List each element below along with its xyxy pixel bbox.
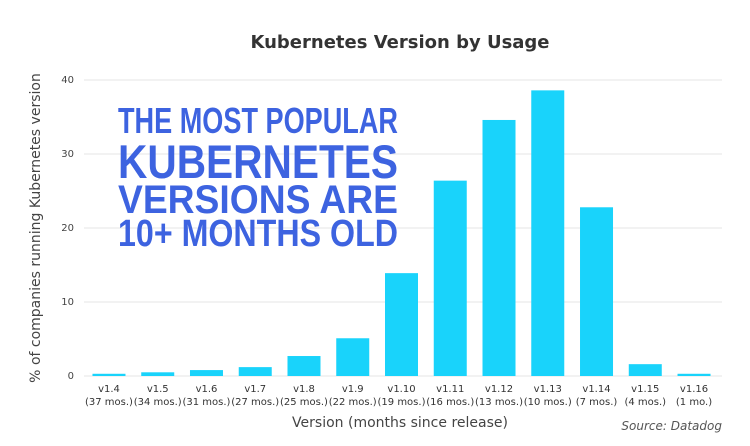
x-tick-label: v1.7	[244, 384, 266, 395]
x-tick-sublabel: (4 mos.)	[624, 397, 666, 408]
x-tick-label: v1.14	[582, 384, 610, 395]
annotation-line: KUBERNETES	[118, 135, 398, 188]
bar	[92, 373, 126, 376]
x-tick-sublabel: (27 mos.)	[231, 397, 279, 408]
annotation-line: 10+ MONTHS OLD	[118, 213, 398, 255]
x-tick-label: v1.16	[680, 384, 708, 395]
x-tick-sublabel: (7 mos.)	[576, 397, 618, 408]
x-tick-sublabel: (16 mos.)	[426, 397, 474, 408]
x-tick-label: v1.5	[147, 384, 169, 395]
bars: v1.4 (37 mos.) v1.5 (34 mos.) v1.6 (31 mos.) v…	[85, 90, 712, 408]
bar	[385, 273, 418, 376]
bar	[141, 372, 175, 376]
y-tick-label: 10	[61, 297, 74, 308]
x-tick-label: v1.6	[196, 384, 218, 395]
annotation-line: THE MOST POPULAR	[118, 100, 398, 141]
x-tick-sublabel: (10 mos.)	[524, 397, 572, 408]
bar	[482, 119, 516, 377]
source-note: Source: Datadog	[621, 419, 722, 433]
y-axis-label: % of companies running Kubernetes versio…	[28, 73, 44, 383]
x-tick-sublabel: (37 mos.)	[85, 397, 133, 408]
x-tick-label: v1.10	[387, 384, 415, 395]
bar	[433, 180, 467, 376]
x-tick-sublabel: (31 mos.)	[183, 397, 231, 408]
chart-title: Kubernetes Version by Usage	[250, 32, 549, 53]
bar	[677, 373, 711, 376]
bar	[531, 90, 565, 377]
x-tick-label: v1.12	[485, 384, 513, 395]
bar	[580, 207, 614, 376]
bar	[189, 370, 223, 376]
y-tick-label: 40	[61, 75, 74, 86]
x-tick-sublabel: (34 mos.)	[134, 397, 182, 408]
x-tick-sublabel: (25 mos.)	[280, 397, 328, 408]
x-tick-label: v1.11	[436, 384, 464, 395]
y-tick-label: 30	[61, 149, 74, 160]
y-tick-label: 0	[68, 371, 74, 382]
x-tick-sublabel: (13 mos.)	[475, 397, 523, 408]
bar	[287, 356, 321, 376]
x-tick-sublabel: (1 mo.)	[676, 397, 712, 408]
bar	[336, 338, 370, 376]
x-tick-label: v1.15	[631, 384, 659, 395]
bar	[628, 364, 662, 376]
annotation-line: VERSIONS ARE	[118, 178, 398, 222]
x-tick-label: v1.9	[342, 384, 364, 395]
x-tick-label: v1.8	[293, 384, 315, 395]
x-tick-label: v1.4	[98, 384, 120, 395]
x-axis-label: Version (months since release)	[292, 415, 508, 431]
y-tick-label: 20	[61, 223, 74, 234]
x-tick-label: v1.13	[534, 384, 562, 395]
bar	[238, 367, 272, 376]
x-tick-sublabel: (19 mos.)	[378, 397, 426, 408]
x-tick-sublabel: (22 mos.)	[329, 397, 377, 408]
